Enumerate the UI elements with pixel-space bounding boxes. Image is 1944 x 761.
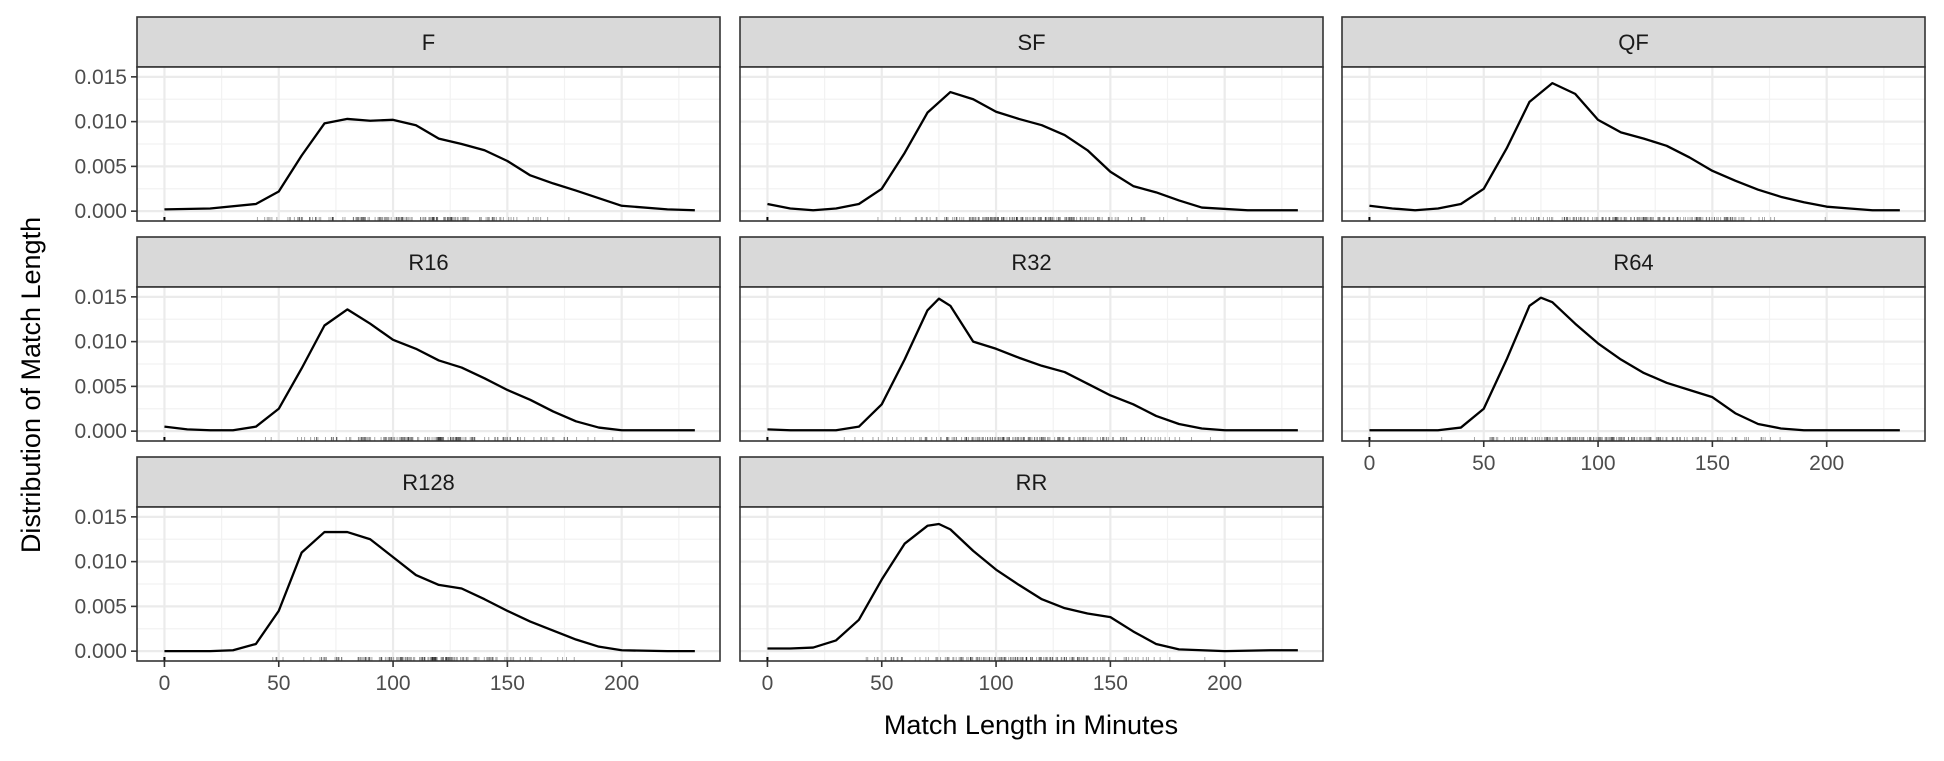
x-tick-label: 50 xyxy=(870,672,893,695)
density-line xyxy=(164,530,695,653)
x-tick-label: 200 xyxy=(1809,452,1844,475)
panel-border xyxy=(1341,66,1926,222)
facet-strip-label: R64 xyxy=(1613,250,1653,275)
facet-panel-r32: R32 xyxy=(739,236,1324,442)
y-tick-label: 0.005 xyxy=(74,595,127,618)
y-tick-label: 0.015 xyxy=(74,66,127,89)
facet-panel-r128: R128 0.000 0.005 0.010 0.015 0 50 100 150 200 xyxy=(74,456,721,695)
facet-strip xyxy=(739,16,1324,68)
x-tick-label: 100 xyxy=(376,672,411,695)
facet-panel-f: F 0.000 0.005 0.010 0.015 xyxy=(74,16,721,223)
facet-strip xyxy=(136,236,721,288)
facet-panel-r64: R64 0 50 100 150 200 xyxy=(1341,236,1926,475)
panel-border xyxy=(136,66,721,222)
facet-strip xyxy=(1341,16,1926,68)
density-line xyxy=(1369,81,1900,212)
density-line xyxy=(767,297,1298,432)
density-line xyxy=(767,90,1298,212)
facet-panel-rr: RR 0 50 100 150 200 xyxy=(739,456,1324,695)
y-tick-label: 0.015 xyxy=(74,286,127,309)
facet-strip-label: SF xyxy=(1017,30,1045,55)
panel-border xyxy=(739,286,1324,442)
y-tick-label: 0.005 xyxy=(74,155,127,178)
density-line xyxy=(164,117,695,212)
facet-strip xyxy=(136,456,721,508)
facet-strip xyxy=(1341,236,1926,288)
facet-strip xyxy=(739,456,1324,508)
y-tick-label: 0.000 xyxy=(74,420,127,443)
facet-panel-sf: SF xyxy=(739,16,1324,222)
y-tick-label: 0.000 xyxy=(74,640,127,663)
y-tick-label: 0.010 xyxy=(74,111,127,134)
density-line xyxy=(164,308,695,432)
panel-border xyxy=(1341,286,1926,442)
facet-strip-label: QF xyxy=(1618,30,1649,55)
facet-panel-r16: R16 0.000 0.005 0.010 0.015 xyxy=(74,236,721,443)
panel-border xyxy=(136,286,721,442)
y-axis-title: Distribution of Match Length xyxy=(16,217,46,553)
y-tick-label: 0.005 xyxy=(74,375,127,398)
x-tick-label: 50 xyxy=(267,672,290,695)
facet-strip-label: F xyxy=(422,30,435,55)
panel-border xyxy=(136,506,721,662)
facet-strip xyxy=(136,16,721,68)
panel-border xyxy=(739,66,1324,222)
density-line xyxy=(1369,296,1900,432)
x-tick-label: 200 xyxy=(604,672,639,695)
x-tick-label: 0 xyxy=(1364,452,1376,475)
facet-strip-label: RR xyxy=(1016,470,1048,495)
x-tick-label: 150 xyxy=(1093,672,1128,695)
y-tick-label: 0.010 xyxy=(74,551,127,574)
x-tick-label: 0 xyxy=(762,672,774,695)
panel-border xyxy=(739,506,1324,662)
x-tick-label: 100 xyxy=(979,672,1014,695)
facet-panel-qf: QF xyxy=(1341,16,1926,222)
x-tick-label: 0 xyxy=(159,672,171,695)
x-tick-label: 200 xyxy=(1207,672,1242,695)
facet-strip-label: R128 xyxy=(402,470,455,495)
y-tick-label: 0.010 xyxy=(74,331,127,354)
facet-strip xyxy=(739,236,1324,288)
y-tick-label: 0.000 xyxy=(74,200,127,223)
x-tick-label: 100 xyxy=(1581,452,1616,475)
x-axis-title: Match Length in Minutes xyxy=(884,710,1178,740)
facet-strip-label: R16 xyxy=(408,250,448,275)
x-tick-label: 150 xyxy=(1695,452,1730,475)
x-tick-label: 150 xyxy=(490,672,525,695)
density-line xyxy=(767,522,1298,653)
y-tick-label: 0.015 xyxy=(74,506,127,529)
x-tick-label: 50 xyxy=(1472,452,1495,475)
facet-strip-label: R32 xyxy=(1011,250,1051,275)
